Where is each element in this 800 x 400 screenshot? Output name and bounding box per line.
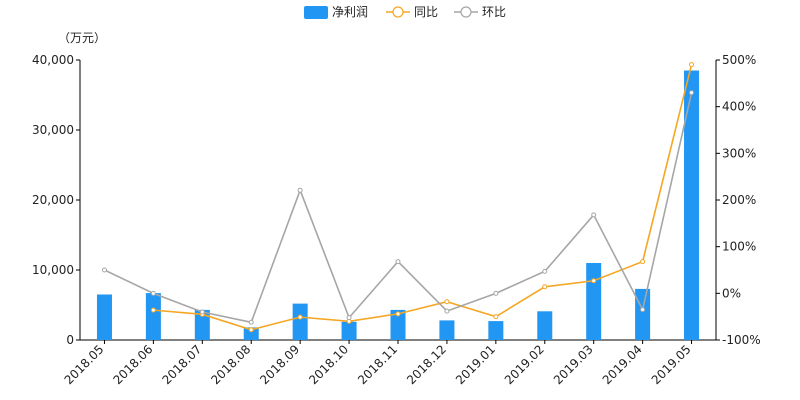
x-tick-label: 2018.09 [257, 342, 302, 387]
y-right-tick-label: 200% [722, 193, 756, 207]
legend: 净利润 同比 环比 [304, 5, 506, 19]
bar [586, 263, 602, 340]
legend-swatch [304, 6, 328, 19]
y-right-tick-label: 300% [722, 146, 756, 160]
line-series [101, 62, 695, 333]
series-point [297, 314, 303, 320]
bar [145, 293, 161, 340]
bar [390, 309, 406, 340]
y-axis-unit-label: （万元） [58, 31, 106, 45]
series-point [493, 314, 499, 320]
y-right-tick-label: 400% [722, 100, 756, 114]
bar [292, 303, 308, 340]
bar [488, 321, 504, 340]
series-point [591, 278, 597, 284]
bar [194, 309, 210, 340]
series-point [346, 315, 352, 321]
legend-label: 环比 [482, 5, 506, 19]
x-tick-label: 2019.02 [502, 342, 547, 387]
x-tick-label: 2019.05 [649, 342, 694, 387]
x-tick-label: 2019.01 [453, 342, 498, 387]
y-left-tick-label: 40,000 [32, 53, 74, 67]
x-tick-label: 2018.07 [159, 342, 204, 387]
bar-series [96, 70, 700, 340]
bar [341, 321, 357, 340]
series-point [493, 290, 499, 296]
bar [96, 294, 112, 340]
bar [243, 327, 259, 340]
legend-swatch [460, 6, 472, 18]
bar [439, 320, 455, 340]
legend-label: 同比 [414, 5, 438, 19]
series-point [101, 267, 107, 273]
y-left-tick-label: 0 [66, 333, 74, 347]
y-left-tick-label: 10,000 [32, 263, 74, 277]
x-tick-label: 2018.08 [208, 342, 253, 387]
x-tick-label: 2019.03 [551, 342, 596, 387]
x-tick-label: 2019.04 [600, 342, 645, 387]
series-point [444, 299, 450, 305]
legend-swatch [392, 6, 404, 18]
y-left-tick-label: 20,000 [32, 193, 74, 207]
series-line [104, 92, 693, 324]
series-point [150, 290, 156, 296]
series-point [444, 308, 450, 314]
x-tick-label: 2018.12 [404, 342, 449, 387]
y-left-tick-label: 30,000 [32, 123, 74, 137]
y-right-tick-label: 100% [722, 240, 756, 254]
y-right-tick-label: -100% [722, 333, 761, 347]
x-tick-label: 2018.06 [111, 342, 156, 387]
series-point [689, 62, 695, 68]
series-point [591, 212, 597, 218]
series-point [689, 90, 695, 96]
series-point [640, 259, 646, 265]
series-point [395, 259, 401, 265]
series-point [150, 307, 156, 313]
x-tick-label: 2018.10 [306, 342, 351, 387]
series-point [640, 307, 646, 313]
series-point [542, 268, 548, 274]
bar [537, 311, 553, 340]
legend-label: 净利润 [332, 5, 368, 19]
x-tick-label: 2018.11 [355, 342, 400, 387]
bar [684, 70, 700, 340]
series-point [199, 309, 205, 315]
y-right-tick-label: 0% [722, 286, 741, 300]
series-point [395, 311, 401, 317]
series-point [297, 187, 303, 193]
series-line [153, 64, 693, 331]
x-tick-label: 2018.05 [62, 342, 107, 387]
series-point [248, 327, 254, 333]
bar [635, 288, 651, 340]
series-point [542, 284, 548, 290]
y-right-tick-label: 500% [722, 53, 756, 67]
series-point [248, 319, 254, 325]
